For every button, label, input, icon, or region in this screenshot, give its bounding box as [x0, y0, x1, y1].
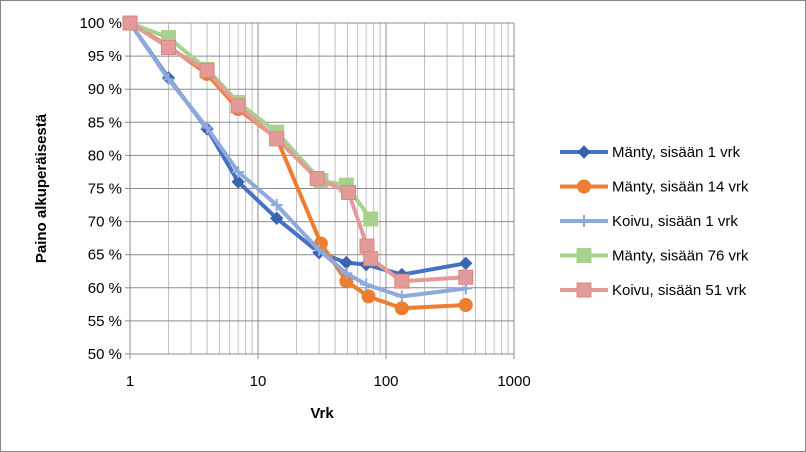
series-marker-circle [394, 301, 409, 316]
series-marker-plus [578, 215, 590, 227]
series-marker-square [363, 211, 379, 227]
series-marker-square [341, 184, 357, 200]
series-marker-square [199, 63, 215, 79]
y-tick-label: 90 % [88, 81, 122, 98]
legend-item: Mänty, sisään 14 vrk [560, 179, 749, 196]
legend-item: Koivu, sisään 51 vrk [560, 282, 747, 299]
series-5 [122, 15, 474, 289]
x-axis-tick-labels: 1 10 100 1000 [126, 373, 531, 390]
legend: Mänty, sisään 1 vrk Mänty, sisään 14 vrk K… [560, 144, 749, 299]
y-tick-label: 50 % [88, 346, 122, 363]
y-axis-title: Paino alkuperäisestä [33, 113, 50, 263]
series-marker-diamond [269, 211, 284, 225]
legend-item: Koivu, sisään 1 vrk [560, 213, 738, 230]
x-tick-label: 100 [373, 373, 398, 390]
series-marker-square [458, 269, 474, 285]
series-marker-diamond [339, 255, 354, 270]
legend-label: Mänty, sisään 1 vrk [612, 144, 741, 161]
x-axis-title: Vrk [310, 405, 334, 422]
series-marker-plus [162, 73, 175, 86]
series-marker-square [230, 98, 246, 114]
series-line [128, 21, 468, 311]
x-tick-label: 10 [250, 373, 267, 390]
series-lines [122, 15, 474, 316]
series-line [128, 21, 468, 277]
legend-label: Mänty, sisään 76 vrk [612, 248, 749, 265]
y-tick-label: 55 % [88, 313, 122, 330]
series-marker-plus [270, 199, 283, 212]
series-marker-square [309, 171, 325, 187]
legend-item: Mänty, sisään 1 vrk [560, 144, 741, 161]
y-tick-label: 85 % [88, 114, 122, 131]
series-marker-square [122, 15, 138, 31]
series-marker-diamond [231, 175, 245, 189]
y-axis-tick-labels: 50 % 55 % 60 % 65 % 70 % 75 % 80 % 85 % 90 % 95 %… [79, 15, 122, 363]
series-marker-square [359, 238, 375, 254]
series-marker-circle [361, 289, 376, 304]
x-tick-label: 1 [126, 373, 134, 390]
series-marker-square [161, 39, 177, 55]
series-marker-circle [458, 298, 473, 313]
series-marker-square [576, 282, 592, 298]
y-tick-label: 70 % [88, 214, 122, 231]
series-line [128, 21, 468, 284]
y-tick-label: 60 % [88, 280, 122, 297]
legend-label: Mänty, sisään 14 vrk [612, 179, 749, 196]
y-tick-label: 100 % [79, 15, 122, 32]
series-marker-circle [577, 179, 591, 194]
series-marker-square [576, 248, 592, 263]
y-tick-label: 65 % [88, 247, 122, 264]
series-marker-square [269, 131, 285, 147]
legend-label: Koivu, sisään 51 vrk [612, 282, 747, 299]
series-marker-plus [360, 278, 373, 291]
series-marker-diamond [459, 256, 473, 271]
series-marker-square [394, 273, 410, 289]
series-line [128, 21, 468, 299]
series-marker-plus [313, 244, 326, 257]
series-marker-plus [232, 165, 245, 178]
y-tick-label: 80 % [88, 147, 122, 164]
x-tick-label: 1000 [497, 373, 530, 390]
legend-label: Koivu, sisään 1 vrk [612, 213, 738, 230]
series-marker-diamond [577, 145, 591, 159]
series-marker-plus [201, 121, 214, 134]
legend-item: Mänty, sisään 76 vrk [560, 248, 749, 265]
series-marker-plus [340, 267, 353, 280]
series-marker-square [363, 251, 379, 267]
series-marker-plus [395, 290, 408, 303]
y-tick-label: 75 % [88, 181, 122, 198]
y-tick-label: 95 % [88, 48, 122, 65]
